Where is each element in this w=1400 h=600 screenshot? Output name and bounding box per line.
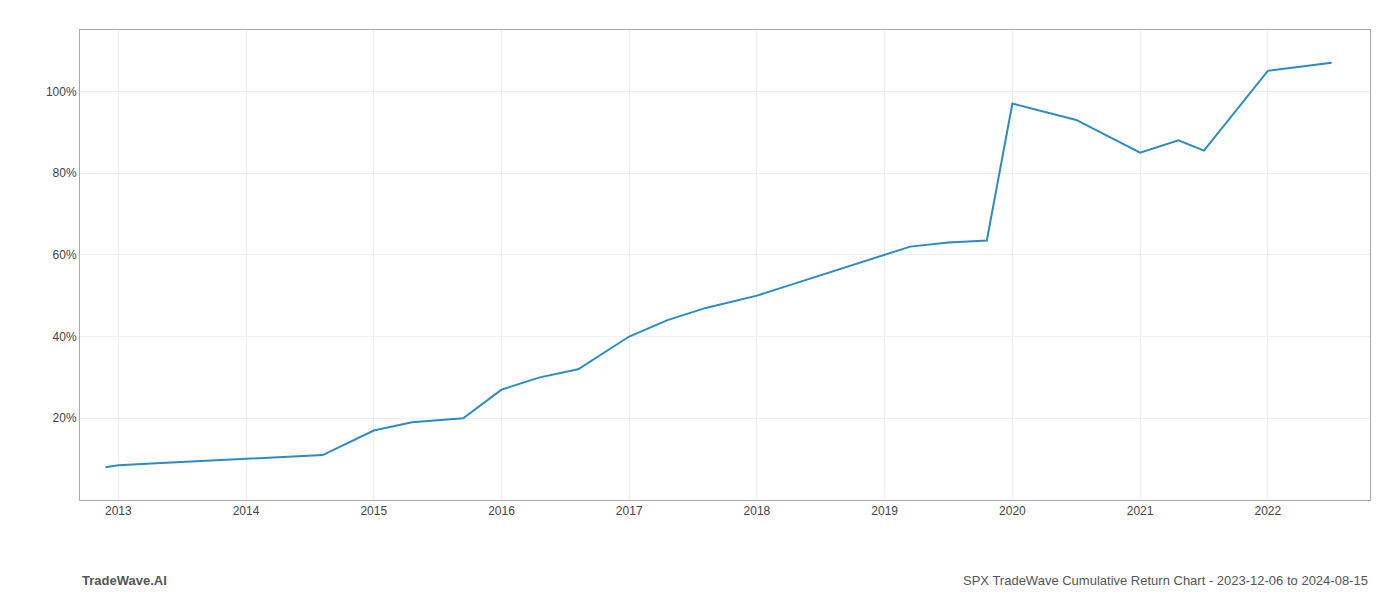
svg-text:2022: 2022 — [1254, 504, 1281, 518]
svg-text:2015: 2015 — [360, 504, 387, 518]
svg-text:2019: 2019 — [871, 504, 898, 518]
svg-text:SPX TradeWave Cumulative Retur: SPX TradeWave Cumulative Return Chart - … — [963, 573, 1368, 588]
svg-text:2018: 2018 — [744, 504, 771, 518]
svg-text:20%: 20% — [53, 411, 77, 425]
svg-text:100%: 100% — [46, 85, 77, 99]
svg-text:2021: 2021 — [1127, 504, 1154, 518]
svg-text:60%: 60% — [53, 248, 77, 262]
svg-text:2020: 2020 — [999, 504, 1026, 518]
svg-text:2013: 2013 — [105, 504, 132, 518]
svg-text:2014: 2014 — [233, 504, 260, 518]
svg-text:TradeWave.AI: TradeWave.AI — [82, 573, 167, 588]
svg-text:40%: 40% — [53, 330, 77, 344]
svg-text:80%: 80% — [53, 166, 77, 180]
svg-text:2017: 2017 — [616, 504, 643, 518]
svg-text:2016: 2016 — [488, 504, 515, 518]
